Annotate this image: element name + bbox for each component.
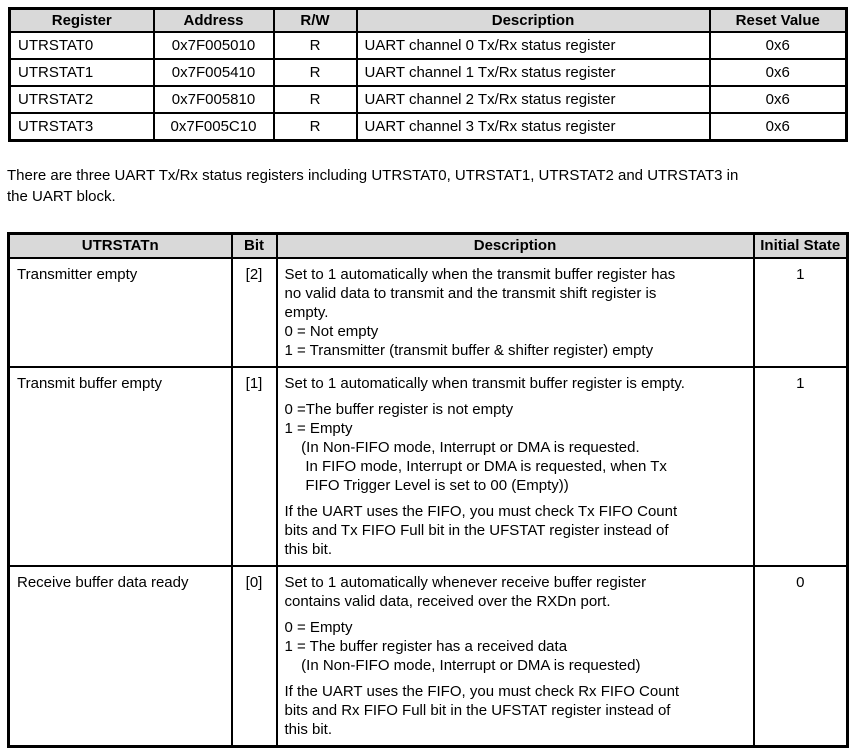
description-paragraph: Set to 1 automatically whenever receive … <box>284 573 647 610</box>
table-row: UTRSTAT0 0x7F005010 R UART channel 0 Tx/… <box>8 31 848 60</box>
bit-position: [1] <box>230 365 278 567</box>
bit-description: Set to 1 automatically when the transmit… <box>275 256 755 368</box>
register-description: UART channel 3 Tx/Rx status register <box>355 112 711 141</box>
table-row: Transmit buffer empty [1] Set to 1 autom… <box>7 365 849 567</box>
intro-paragraph: There are three UART Tx/Rx status regist… <box>7 167 739 205</box>
header-description: Description <box>355 7 711 33</box>
description-paragraph: If the UART uses the FIFO, you must chec… <box>284 682 680 738</box>
register-rw: R <box>272 85 358 114</box>
register-name: UTRSTAT0 <box>8 31 155 60</box>
bit-initial-state: 1 <box>752 256 849 368</box>
register-name: UTRSTAT3 <box>8 112 155 141</box>
description-paragraph: 0 = Empty 1 = The buffer register has a … <box>284 618 641 674</box>
register-reset-value: 0x6 <box>708 31 848 60</box>
register-rw: R <box>272 31 358 60</box>
bit-position: [0] <box>230 564 278 747</box>
register-table-header-row: Register Address R/W Description Reset V… <box>8 7 848 33</box>
register-description: UART channel 0 Tx/Rx status register <box>355 31 711 60</box>
bit-field-name: Transmitter empty <box>7 256 233 368</box>
bit-description: Set to 1 automatically whenever receive … <box>275 564 755 747</box>
table-row: UTRSTAT2 0x7F005810 R UART channel 2 Tx/… <box>8 85 848 114</box>
register-address: 0x7F005410 <box>152 58 275 87</box>
bit-field-name: Transmit buffer empty <box>7 365 233 567</box>
header-bit-description: Description <box>275 232 755 259</box>
bit-description: Set to 1 automatically when transmit buf… <box>275 365 755 567</box>
description-paragraph: Set to 1 automatically when the transmit… <box>284 265 676 359</box>
register-summary-table: Register Address R/W Description Reset V… <box>8 7 848 142</box>
table-row: Transmitter empty [2] Set to 1 automatic… <box>7 256 849 368</box>
register-reset-value: 0x6 <box>708 58 848 87</box>
register-reset-value: 0x6 <box>708 112 848 141</box>
header-register: Register <box>8 7 155 33</box>
bit-table-header-row: UTRSTATn Bit Description Initial State <box>7 232 849 259</box>
table-row: Receive buffer data ready [0] Set to 1 a… <box>7 564 849 747</box>
bit-initial-state: 0 <box>752 564 849 747</box>
description-paragraph: If the UART uses the FIFO, you must chec… <box>284 502 678 558</box>
bit-position: [2] <box>230 256 278 368</box>
description-paragraph: Set to 1 automatically when transmit buf… <box>284 374 685 392</box>
register-description: UART channel 2 Tx/Rx status register <box>355 85 711 114</box>
register-name: UTRSTAT2 <box>8 85 155 114</box>
register-name: UTRSTAT1 <box>8 58 155 87</box>
bit-field-name: Receive buffer data ready <box>7 564 233 747</box>
register-reset-value: 0x6 <box>708 85 848 114</box>
header-bit: Bit <box>230 232 278 259</box>
register-address: 0x7F005C10 <box>152 112 275 141</box>
header-rw: R/W <box>272 7 358 33</box>
register-rw: R <box>272 58 358 87</box>
register-address: 0x7F005810 <box>152 85 275 114</box>
header-utrstatn: UTRSTATn <box>7 232 233 259</box>
table-row: UTRSTAT1 0x7F005410 R UART channel 1 Tx/… <box>8 58 848 87</box>
bit-initial-state: 1 <box>752 365 849 567</box>
register-address: 0x7F005010 <box>152 31 275 60</box>
header-address: Address <box>152 7 275 33</box>
bit-field-table: UTRSTATn Bit Description Initial State T… <box>7 232 849 748</box>
header-initial-state: Initial State <box>752 232 849 259</box>
register-rw: R <box>272 112 358 141</box>
header-reset-value: Reset Value <box>708 7 848 33</box>
register-description: UART channel 1 Tx/Rx status register <box>355 58 711 87</box>
table-row: UTRSTAT3 0x7F005C10 R UART channel 3 Tx/… <box>8 112 848 141</box>
description-paragraph: 0 =The buffer register is not empty 1 = … <box>284 400 667 494</box>
